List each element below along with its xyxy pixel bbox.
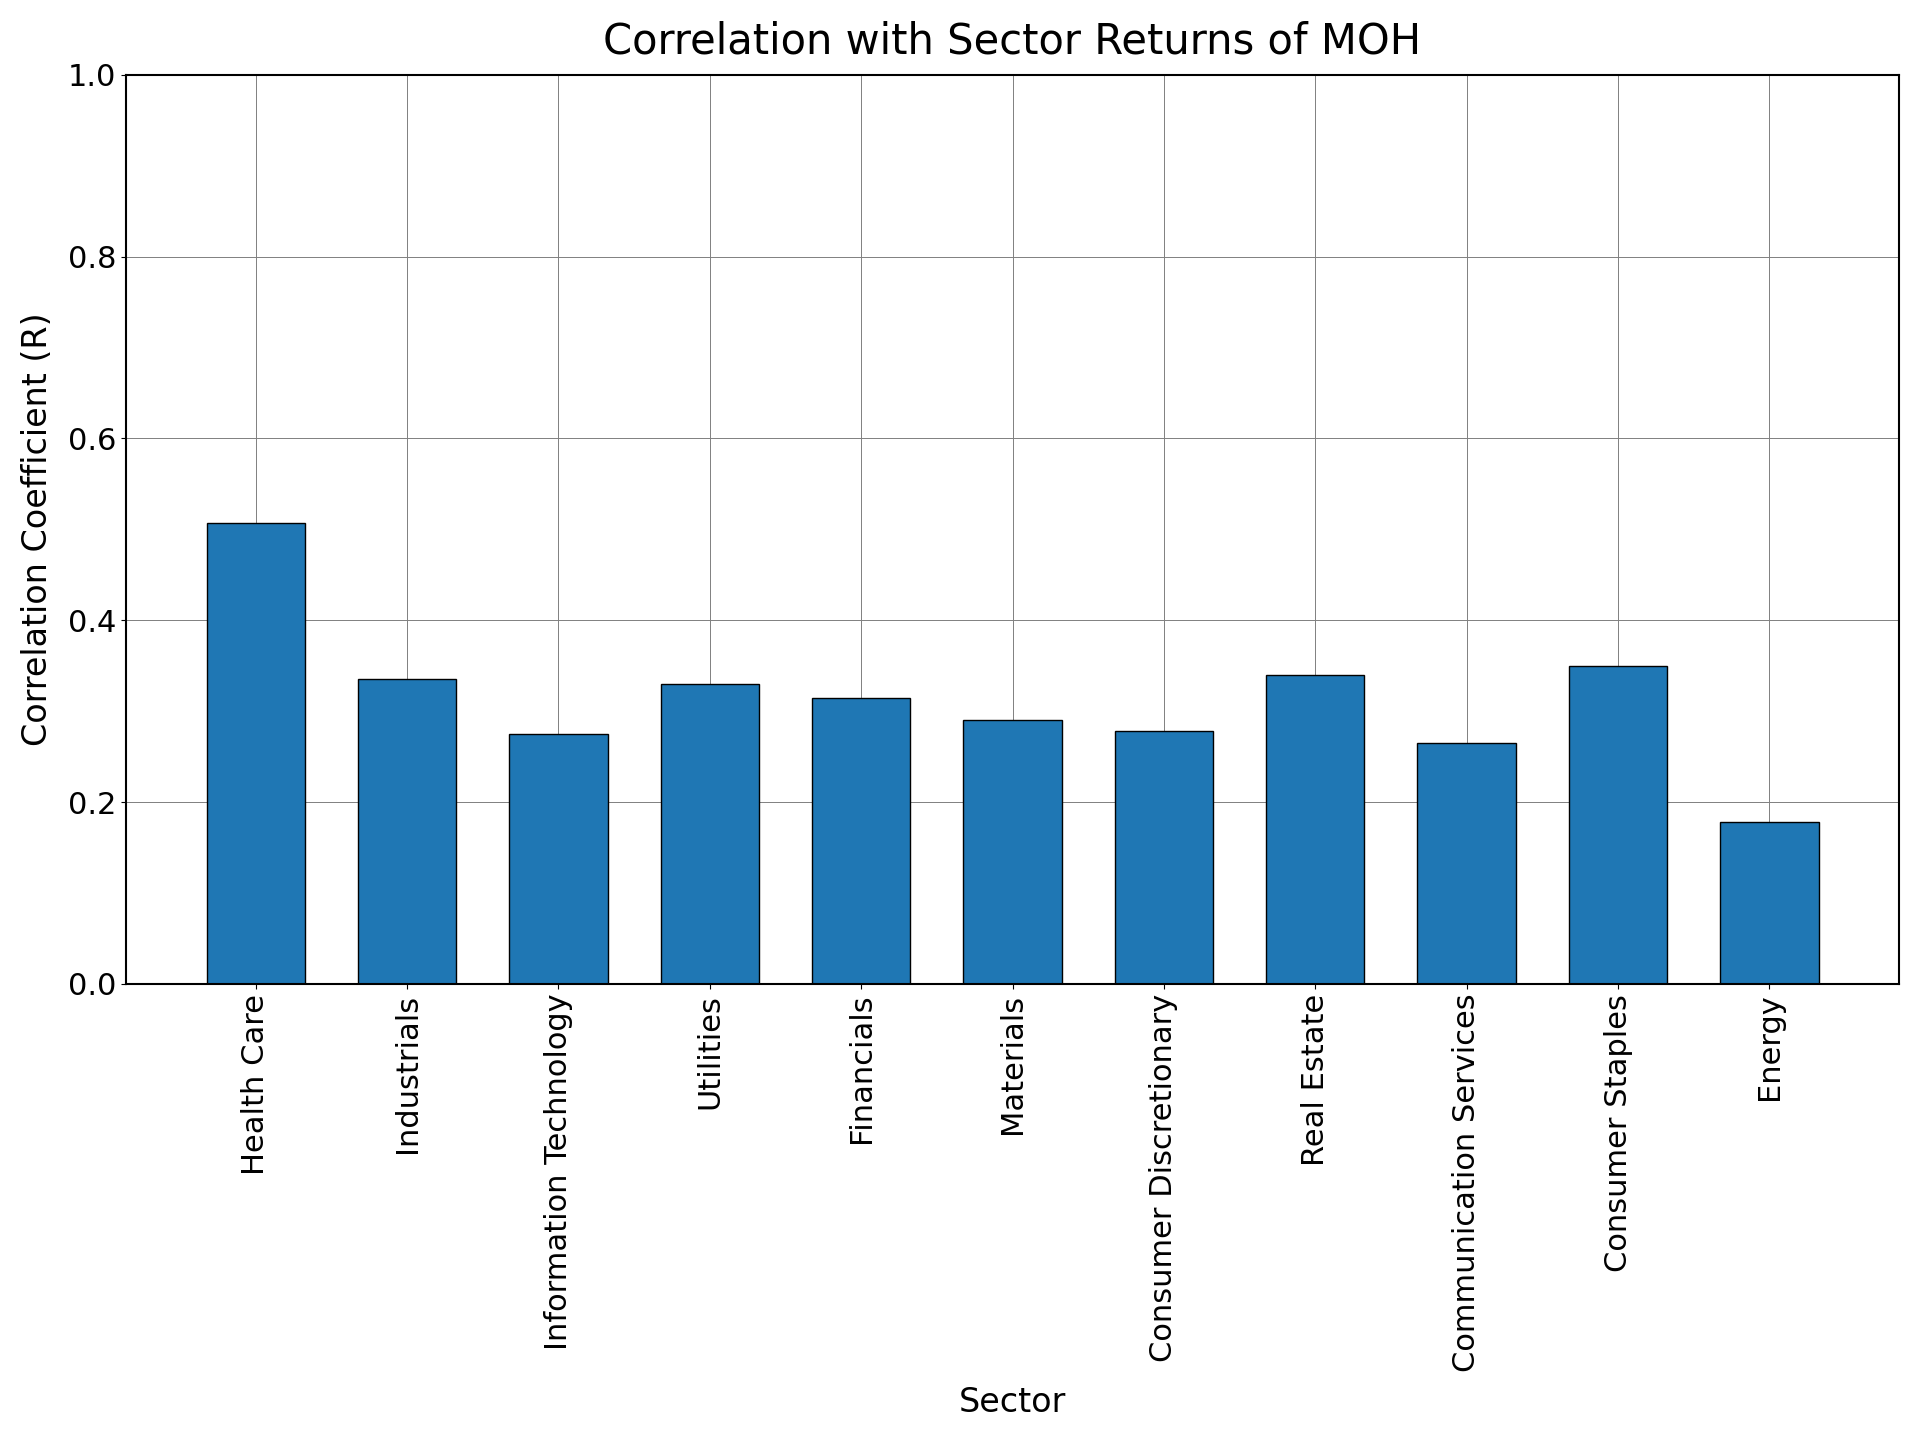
Title: Correlation with Sector Returns of MOH: Correlation with Sector Returns of MOH	[603, 20, 1421, 63]
Bar	[1569, 665, 1667, 984]
Bar	[660, 684, 758, 984]
X-axis label: Sector: Sector	[958, 1387, 1066, 1420]
Bar	[812, 697, 910, 984]
Bar	[1116, 732, 1213, 984]
Bar	[1265, 675, 1365, 984]
Y-axis label: Correlation Coefficient (R): Correlation Coefficient (R)	[21, 312, 54, 746]
Bar	[357, 680, 457, 984]
Bar	[1417, 743, 1515, 984]
Bar	[964, 720, 1062, 984]
Bar	[207, 523, 305, 984]
Bar	[1720, 822, 1818, 984]
Bar	[509, 734, 607, 984]
